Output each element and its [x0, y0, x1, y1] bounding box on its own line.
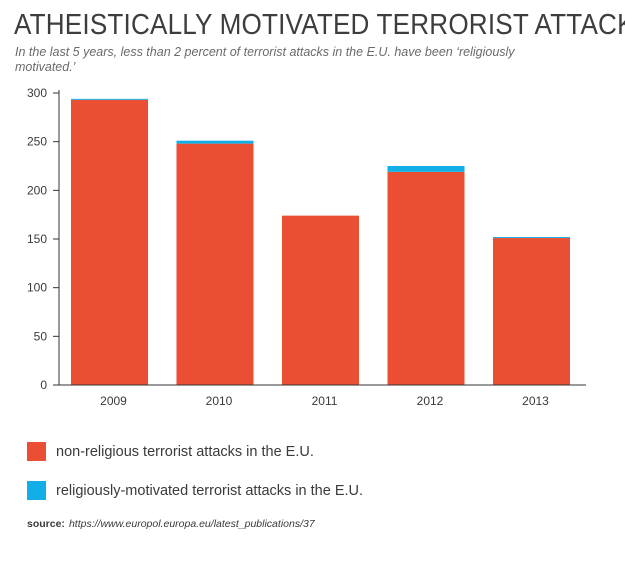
y-tick-label-200: 200	[27, 183, 47, 197]
source-line: source: https://www.europol.europa.eu/lat…	[27, 518, 315, 530]
bar-non-religious-2012	[387, 171, 465, 385]
legend-label-non-religious: non-religious terrorist attacks in the E…	[56, 443, 314, 460]
y-tick-label-100: 100	[27, 281, 47, 295]
source-url: https://www.europol.europa.eu/latest_pub…	[68, 518, 315, 530]
y-tick-label-0: 0	[40, 378, 47, 392]
legend-swatch-religious	[27, 481, 46, 500]
legend-swatch-non-religious	[27, 442, 46, 461]
bar-non-religious-2009	[71, 99, 148, 386]
legend-item-religious: religiously-motivated terrorist attacks …	[27, 481, 363, 500]
bar-religious-2009	[71, 98, 148, 100]
source-label: source:	[27, 518, 65, 530]
y-tick-label-300: 300	[27, 86, 47, 100]
x-tick-label-2012: 2012	[417, 394, 444, 408]
x-tick-label-2013: 2013	[522, 394, 549, 408]
x-tick-label-2009: 2009	[100, 394, 127, 408]
x-tick-label-2010: 2010	[206, 394, 233, 408]
legend-item-non-religious: non-religious terrorist attacks in the E…	[27, 442, 314, 461]
bar-religious-2010	[176, 140, 254, 144]
bar-religious-2012	[387, 166, 465, 172]
bar-non-religious-2010	[176, 143, 254, 385]
x-tick-label-2011: 2011	[312, 394, 338, 408]
bar-non-religious-2011	[282, 215, 359, 385]
y-tick-label-250: 250	[27, 135, 47, 149]
y-tick-label-150: 150	[27, 232, 47, 246]
legend-label-religious: religiously-motivated terrorist attacks …	[56, 482, 364, 499]
chart-title: ATHEISTICALLY MOTIVATED TERRORIST ATTACK…	[14, 9, 625, 41]
bar-religious-2013	[493, 237, 570, 239]
y-tick-label-50: 50	[34, 329, 48, 343]
bar-non-religious-2013	[493, 238, 570, 385]
bar-chart: 2009 2010 2011 2012 2013 0 50 100 150 200 250 300	[27, 86, 586, 408]
chart-subtitle: In the last 5 years, less than 2 percent…	[15, 45, 515, 74]
